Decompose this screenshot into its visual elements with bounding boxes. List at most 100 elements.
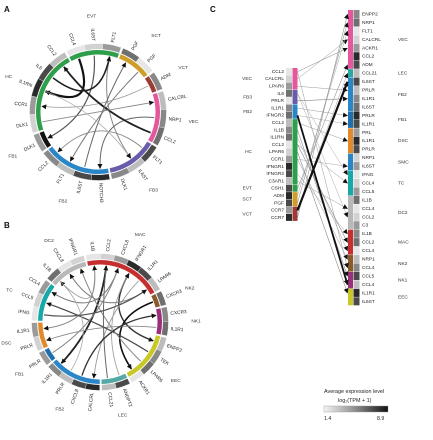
gene-expression-cell bbox=[155, 290, 167, 307]
gene-label: IL1R1 bbox=[170, 326, 184, 333]
gene-label: ACKR1 bbox=[362, 45, 378, 51]
gene-label: CXCL8 bbox=[51, 247, 64, 264]
gene-label: ENPP2 bbox=[362, 11, 378, 17]
gene-expression-cell bbox=[49, 51, 68, 68]
gene-expression-cell bbox=[353, 280, 360, 289]
gene-expression-cell bbox=[100, 253, 116, 261]
gene-expression-cell bbox=[353, 145, 360, 154]
interaction-link bbox=[297, 115, 348, 126]
cell-type-label: FB3 bbox=[149, 188, 158, 194]
gene-expression-cell bbox=[353, 35, 360, 44]
gene-label: FLT1 bbox=[56, 172, 67, 185]
panel-a-chord-diagram: CCL4 IL6ST FLT1EVTPGFPGFSCTADMVCTCALCRLNRP… bbox=[5, 13, 199, 204]
gene-expression-cell bbox=[101, 382, 117, 391]
gene-expression-cell bbox=[38, 350, 52, 366]
gene-expression-cell bbox=[353, 221, 360, 230]
interaction-link bbox=[297, 122, 348, 142]
panel-a-label: A bbox=[4, 5, 10, 14]
gene-label: IFNGR2 bbox=[266, 171, 284, 177]
gene-label: NRP1 bbox=[362, 257, 375, 263]
gene-label: CSH1 bbox=[271, 186, 284, 192]
gene-expression-cell bbox=[353, 179, 360, 188]
gene-label: IL1B bbox=[41, 262, 52, 273]
cell-type-label: TC bbox=[398, 180, 405, 186]
gene-label: ACKR1 bbox=[137, 379, 151, 396]
panel-c-label: C bbox=[210, 5, 216, 14]
interaction-link bbox=[297, 151, 349, 294]
cell-type-label: HC bbox=[5, 74, 12, 80]
gene-label: PRLR bbox=[20, 342, 35, 352]
gene-expression-cell bbox=[353, 18, 360, 27]
gene-label: CCL4 bbox=[362, 248, 375, 254]
cell-type-bar-smc bbox=[348, 153, 353, 171]
cell-type-label: VEC bbox=[398, 37, 408, 43]
cell-type-label: FB2 bbox=[243, 109, 252, 115]
gene-expression-cell bbox=[158, 109, 167, 129]
interaction-link bbox=[45, 90, 131, 159]
gene-expression-cell bbox=[286, 82, 292, 90]
cell-type-label: FB2 bbox=[398, 92, 407, 98]
gene-expression-cell bbox=[353, 52, 360, 61]
interaction-link bbox=[297, 180, 348, 209]
gene-label: IL1R1 bbox=[362, 96, 375, 102]
gene-label: CCL4 bbox=[362, 206, 375, 212]
cell-type-bar-vct bbox=[292, 206, 298, 221]
interaction-link bbox=[297, 144, 348, 243]
gene-expression-cell bbox=[286, 68, 292, 75]
interaction-link bbox=[297, 159, 348, 260]
gene-label: CCL2 bbox=[272, 120, 285, 126]
gene-expression-cell bbox=[353, 255, 360, 264]
interaction-link bbox=[118, 301, 154, 370]
cell-type-label: DSC bbox=[1, 341, 12, 347]
gene-expression-cell bbox=[286, 199, 292, 207]
cell-type-arc-eec bbox=[126, 335, 161, 377]
gene-label: C3 bbox=[362, 223, 368, 229]
cell-type-label: NK1 bbox=[398, 278, 408, 284]
gene-expression-cell bbox=[353, 195, 360, 204]
gene-expression-cell bbox=[286, 133, 292, 141]
gene-expression-cell bbox=[33, 132, 47, 152]
gene-expression-cell bbox=[353, 153, 360, 162]
cell-type-label: EVT bbox=[87, 13, 96, 19]
gene-expression-cell bbox=[353, 288, 360, 297]
gene-label: PRLR bbox=[362, 88, 375, 94]
gene-expression-cell bbox=[286, 184, 292, 192]
gene-expression-cell bbox=[353, 263, 360, 272]
interaction-link bbox=[297, 71, 349, 269]
gene-label: CCL4 bbox=[362, 282, 375, 288]
interaction-link bbox=[296, 115, 349, 286]
gene-label: IL6 bbox=[277, 91, 284, 97]
gene-label: CCL2 bbox=[37, 160, 50, 173]
panel-b-label: B bbox=[4, 221, 10, 230]
cell-type-bar-vec bbox=[292, 68, 298, 90]
gene-expression-cell bbox=[353, 60, 360, 69]
gene-label: CCL2 bbox=[45, 44, 57, 58]
gene-label: CCL2 bbox=[362, 54, 375, 60]
gene-expression-cell bbox=[353, 170, 360, 179]
cell-type-arc-hc bbox=[35, 57, 70, 132]
gene-expression-cell bbox=[147, 277, 161, 293]
interaction-link bbox=[57, 130, 143, 153]
gene-label: LPAR6 bbox=[269, 149, 284, 155]
gene-label: NRP1 bbox=[362, 155, 375, 161]
cell-type-arc-tc bbox=[38, 283, 55, 321]
interaction-link bbox=[297, 173, 348, 235]
interaction-link bbox=[297, 13, 349, 218]
gene-expression-cell bbox=[43, 149, 61, 167]
cell-type-label: MAC bbox=[135, 232, 146, 238]
gene-expression-cell bbox=[286, 206, 292, 214]
gene-expression-cell bbox=[161, 306, 169, 322]
interaction-link bbox=[111, 273, 130, 376]
gene-expression-cell bbox=[286, 162, 292, 170]
gene-label: CXCR3 bbox=[170, 309, 187, 317]
interaction-link bbox=[84, 62, 127, 168]
gene-expression-cell bbox=[38, 279, 51, 296]
gene-label: IL6ST bbox=[362, 299, 375, 305]
interaction-link bbox=[52, 56, 112, 92]
gene-label: IL6ST bbox=[362, 104, 375, 110]
gene-expression-cell bbox=[286, 177, 292, 185]
interaction-link bbox=[60, 281, 84, 371]
cell-type-arc-fb3 bbox=[109, 141, 152, 173]
cell-type-label: MAC bbox=[398, 240, 409, 246]
gene-expression-cell bbox=[286, 141, 292, 148]
